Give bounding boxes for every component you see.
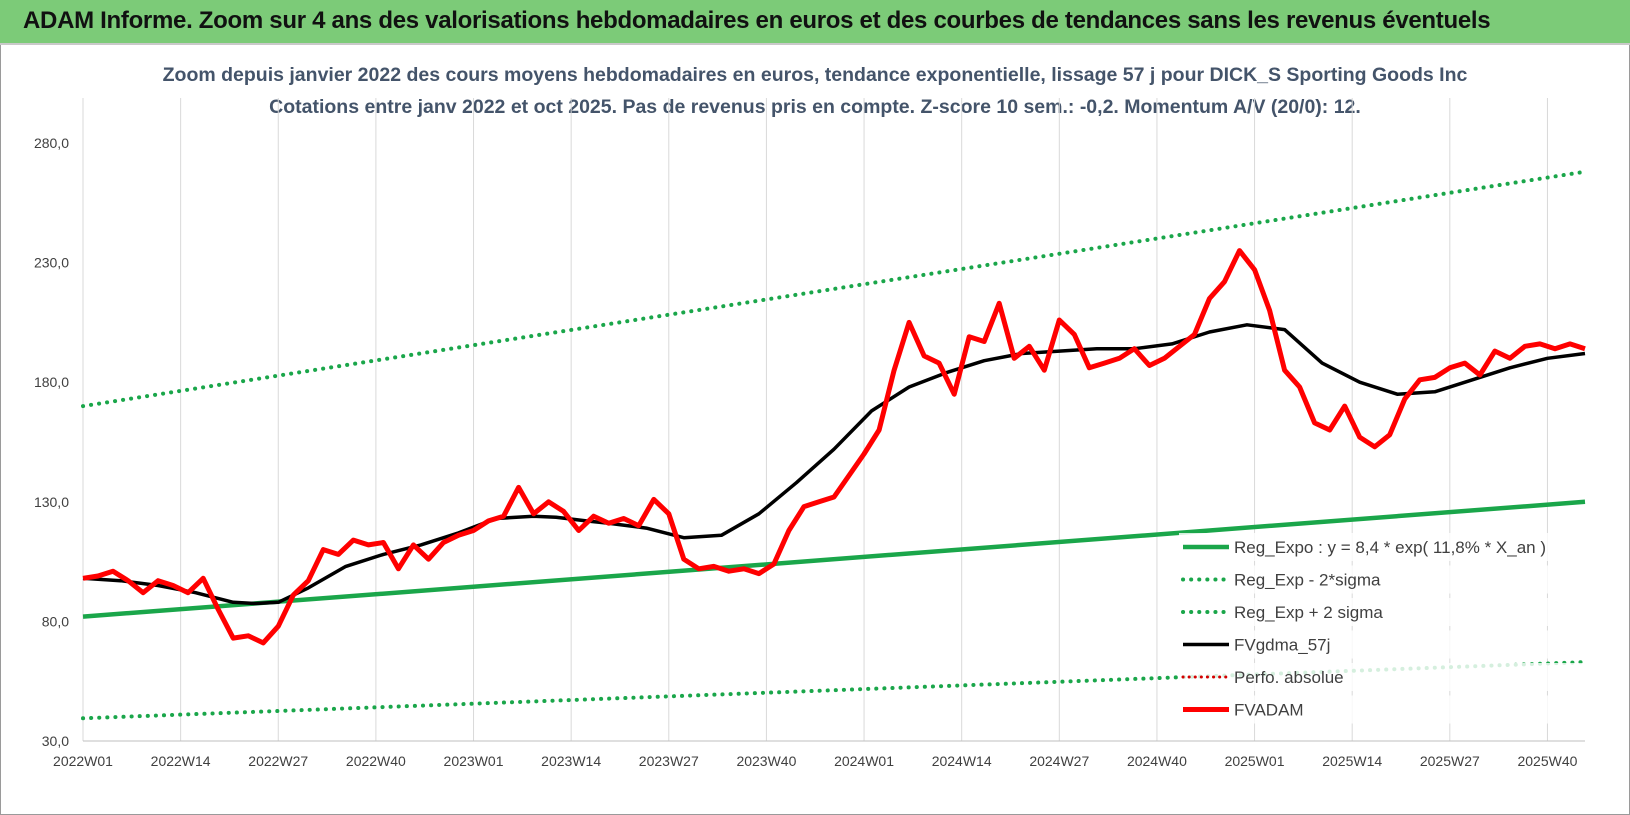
legend-bg bbox=[1179, 565, 1589, 594]
x-tick-label: 2023W14 bbox=[541, 753, 601, 769]
series-line-fvadam bbox=[82, 248, 1586, 646]
header-bar: ADAM Informe. Zoom sur 4 ans des valoris… bbox=[0, 0, 1630, 45]
series-line-reg-exp-2-sigma bbox=[81, 169, 1587, 409]
legend-label: Reg_Exp + 2 sigma bbox=[1234, 603, 1383, 622]
legend-label: FVADAM bbox=[1234, 701, 1304, 720]
header-title: ADAM Informe. Zoom sur 4 ans des valoris… bbox=[23, 7, 1491, 34]
chart-title: Zoom depuis janvier 2022 des cours moyen… bbox=[162, 64, 1468, 86]
legend-bg bbox=[1179, 695, 1589, 724]
y-tick-label: 80,0 bbox=[42, 613, 69, 629]
x-tick-label: 2022W40 bbox=[346, 753, 406, 769]
x-tick-label: 2022W01 bbox=[53, 753, 113, 769]
series-line-fvgdma-57j bbox=[82, 323, 1586, 606]
series-line-reg-exp-2-sigma bbox=[81, 660, 1587, 721]
x-tick-label: 2024W27 bbox=[1029, 753, 1089, 769]
x-tick-label: 2024W01 bbox=[834, 753, 894, 769]
x-tick-label: 2023W27 bbox=[639, 753, 699, 769]
legend-label: Reg_Exp - 2*sigma bbox=[1234, 571, 1381, 590]
legend-bg bbox=[1179, 630, 1589, 659]
chart-subtitle: Cotations entre janv 2022 et oct 2025. P… bbox=[269, 96, 1361, 118]
y-tick-label: 280,0 bbox=[34, 135, 69, 151]
legend-label: FVgdma_57j bbox=[1234, 636, 1330, 655]
legend-label: Reg_Expo : y = 8,4 * exp( 11,8% * X_an ) bbox=[1234, 538, 1546, 557]
legend-bg bbox=[1179, 533, 1589, 561]
series-line-reg-expo-y-8-4-exp-11-8-x-an bbox=[82, 499, 1586, 619]
legend-bg bbox=[1179, 663, 1589, 691]
x-tick-label: 2023W40 bbox=[736, 753, 796, 769]
y-tick-label: 30,0 bbox=[42, 733, 69, 749]
legend-label: Perfo. absolue bbox=[1234, 668, 1344, 687]
x-tick-label: 2025W14 bbox=[1322, 753, 1382, 769]
y-tick-label: 130,0 bbox=[34, 494, 69, 510]
x-tick-label: 2023W01 bbox=[444, 753, 504, 769]
x-tick-label: 2024W40 bbox=[1127, 753, 1187, 769]
x-tick-label: 2025W01 bbox=[1225, 753, 1285, 769]
x-tick-label: 2025W27 bbox=[1420, 753, 1480, 769]
x-tick-label: 2022W27 bbox=[248, 753, 308, 769]
x-tick-label: 2022W14 bbox=[151, 753, 211, 769]
y-tick-label: 230,0 bbox=[34, 255, 69, 271]
x-tick-label: 2024W14 bbox=[932, 753, 992, 769]
x-tick-label: 2025W40 bbox=[1517, 753, 1577, 769]
legend-bg bbox=[1179, 598, 1589, 626]
y-tick-label: 180,0 bbox=[34, 374, 69, 390]
